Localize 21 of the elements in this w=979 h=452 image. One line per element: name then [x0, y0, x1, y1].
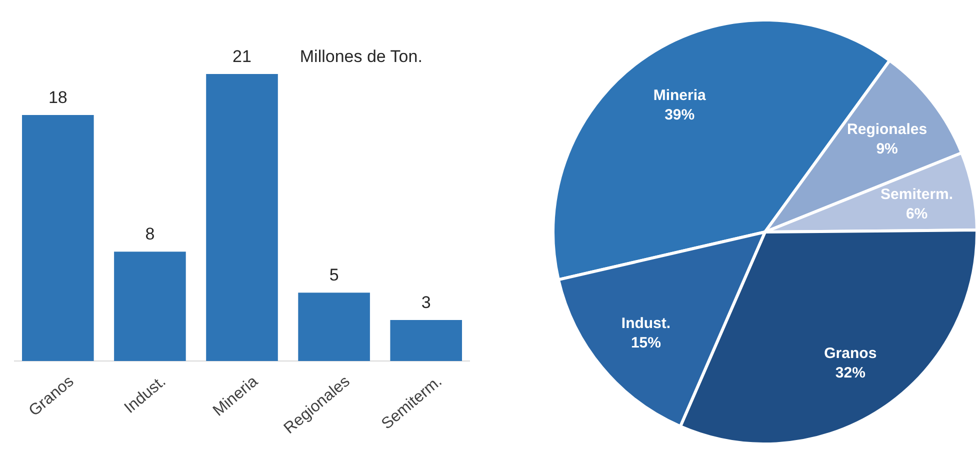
data-label: 39% — [664, 106, 695, 124]
data-label: 9% — [876, 140, 898, 158]
data-label: 5 — [329, 266, 339, 285]
text: Millones de Ton. — [300, 47, 422, 66]
bar — [206, 74, 278, 361]
data-label: 32% — [835, 364, 866, 382]
data-label: 6% — [906, 205, 928, 222]
data-label: 18 — [48, 88, 68, 107]
data-label: 8 — [145, 224, 155, 244]
bar — [298, 292, 370, 361]
slice-label: Regionales — [847, 120, 928, 138]
bar — [22, 115, 94, 361]
bar — [114, 252, 186, 361]
slice-label: Granos — [824, 345, 877, 362]
slice-label: Semiterm. — [880, 186, 954, 203]
data-label: 15% — [630, 334, 661, 352]
bar — [390, 320, 462, 361]
slice-label: Indust. — [621, 314, 671, 332]
slice-label: Mineria — [653, 86, 707, 104]
data-label: 3 — [421, 293, 431, 312]
data-label: 21 — [232, 47, 252, 66]
